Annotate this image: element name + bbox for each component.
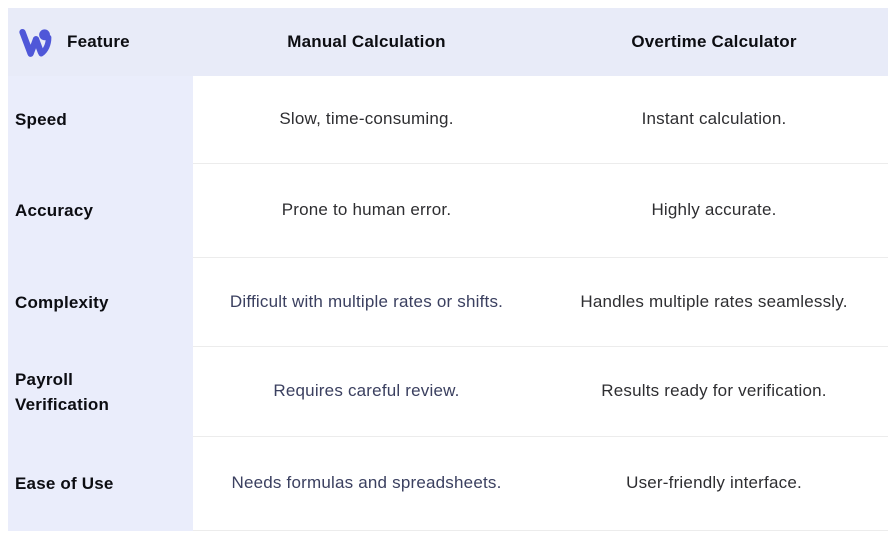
manual-cell-accuracy: Prone to human error. [193,164,540,258]
feature-label-payroll-verification: Payroll Verification [8,347,193,437]
overtime-cell-ease-of-use: User-friendly interface. [540,437,888,531]
feature-column-header: Feature [8,8,193,76]
comparison-table-card: Feature Manual Calculation Overtime Calc… [8,8,888,531]
feature-label-complexity: Complexity [8,258,193,347]
overtime-cell-accuracy: Highly accurate. [540,164,888,258]
feature-label-accuracy: Accuracy [8,164,193,258]
feature-label-speed: Speed [8,76,193,164]
overtime-column-header: Overtime Calculator [540,8,888,76]
overtime-cell-complexity: Handles multiple rates seamlessly. [540,258,888,347]
manual-cell-ease-of-use: Needs formulas and spreadsheets. [193,437,540,531]
overtime-cell-speed: Instant calculation. [540,76,888,164]
manual-cell-complexity: Difficult with multiple rates or shifts. [193,258,540,347]
overtime-cell-payroll-verification: Results ready for verification. [540,347,888,437]
manual-cell-payroll-verification: Requires careful review. [193,347,540,437]
manual-cell-speed: Slow, time-consuming. [193,76,540,164]
feature-header-label: Feature [67,32,130,51]
feature-label-ease-of-use: Ease of Use [8,437,193,531]
manual-column-header: Manual Calculation [193,8,540,76]
w-logo-icon [18,24,54,60]
